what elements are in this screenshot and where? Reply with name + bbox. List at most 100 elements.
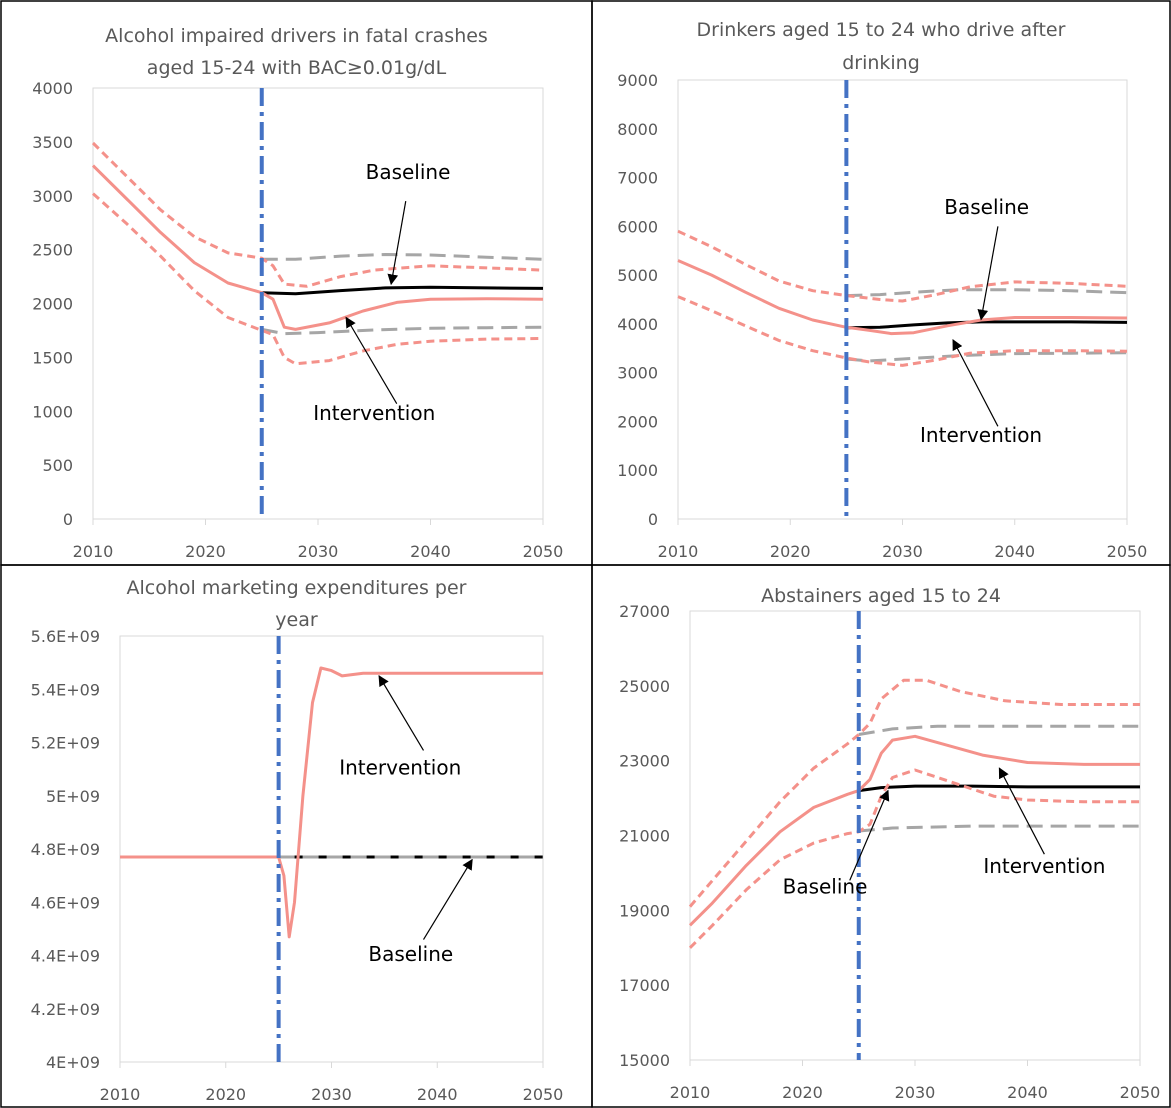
y-tick-label: 1000 bbox=[32, 402, 73, 421]
series-line-baseline bbox=[846, 320, 1128, 330]
chart-title: Alcohol impaired drivers in fatal crashe… bbox=[105, 25, 488, 47]
panel-border bbox=[0, 564, 593, 1108]
x-tick-label: 2040 bbox=[410, 542, 451, 561]
series-line-intervention bbox=[688, 734, 1140, 927]
chart-panel-abstainers: Abstainers aged 15 to 24 15000 17000 19000 2… bbox=[591, 564, 1171, 1108]
y-tick-label: 8000 bbox=[617, 120, 658, 139]
x-tick-label: 2010 bbox=[658, 542, 699, 561]
y-tick-label: 4.8E+09 bbox=[31, 840, 100, 859]
y-tick-label: 3000 bbox=[617, 364, 658, 383]
series-line-baseline bbox=[261, 285, 544, 296]
chart-title: drinking bbox=[842, 52, 920, 74]
y-tick-label: 1000 bbox=[617, 461, 658, 480]
y-tick-label: 9000 bbox=[617, 71, 658, 90]
series-line-intervention-band bbox=[677, 295, 1128, 367]
series-line-intervention-band bbox=[91, 141, 544, 288]
x-tick-label: 2030 bbox=[882, 542, 923, 561]
series-line-baseline-band bbox=[858, 824, 1140, 833]
series-line-intervention-band bbox=[677, 229, 1128, 303]
x-tick-label: 2010 bbox=[73, 542, 114, 561]
annotation-arrow bbox=[422, 858, 473, 940]
x-tick-label: 2020 bbox=[205, 1085, 246, 1104]
x-tick-label: 2040 bbox=[1007, 1083, 1048, 1102]
y-tick-label: 2000 bbox=[32, 295, 73, 314]
annotation-arrow bbox=[849, 789, 890, 881]
series-line-baseline bbox=[858, 784, 1140, 793]
series-line-baseline-band bbox=[846, 351, 1128, 363]
chart-title: Alcohol marketing expenditures per bbox=[127, 577, 467, 599]
y-tick-label: 4000 bbox=[32, 79, 73, 98]
x-tick-label: 2040 bbox=[994, 542, 1035, 561]
chart-panel-drivers-fatal-crashes: Alcohol impaired drivers in fatal crashe… bbox=[0, 0, 593, 566]
series-line-baseline-band bbox=[261, 253, 544, 261]
series-line-intervention-band bbox=[688, 768, 1140, 949]
y-tick-label: 5000 bbox=[617, 266, 658, 285]
x-tick-label: 2010 bbox=[670, 1083, 711, 1102]
y-tick-label: 5.4E+09 bbox=[31, 680, 100, 699]
plot-area bbox=[119, 635, 544, 1063]
plot-area bbox=[689, 610, 1141, 1061]
annotation-label: Intervention bbox=[339, 755, 461, 779]
y-tick-label: 4.2E+09 bbox=[31, 1000, 100, 1019]
annotation-label: Intervention bbox=[983, 854, 1105, 878]
y-tick-label: 5.2E+09 bbox=[31, 734, 100, 753]
x-tick-label: 2050 bbox=[523, 542, 564, 561]
x-tick-label: 2050 bbox=[1120, 1083, 1161, 1102]
y-tick-label: 21000 bbox=[619, 827, 670, 846]
chart-title: Abstainers aged 15 to 24 bbox=[761, 585, 1001, 607]
annotation-arrow bbox=[977, 226, 999, 321]
y-tick-label: 4E+09 bbox=[46, 1053, 100, 1072]
chart-title: aged 15-24 with BAC≥0.01g/dL bbox=[147, 57, 447, 79]
y-tick-label: 6000 bbox=[617, 217, 658, 236]
x-tick-label: 2020 bbox=[185, 542, 226, 561]
annotation-label: Intervention bbox=[313, 401, 435, 425]
annotation-label: Baseline bbox=[944, 195, 1029, 219]
series-line-baseline-band bbox=[846, 288, 1128, 298]
panel-border bbox=[0, 0, 593, 566]
y-tick-label: 0 bbox=[648, 510, 658, 529]
series-line-baseline-band bbox=[858, 724, 1140, 736]
y-tick-label: 2000 bbox=[617, 412, 658, 431]
y-tick-label: 4.4E+09 bbox=[31, 947, 100, 966]
y-tick-label: 1500 bbox=[32, 348, 73, 367]
y-tick-label: 5.6E+09 bbox=[31, 627, 100, 646]
series-line-intervention bbox=[91, 164, 544, 331]
annotation-label: Baseline bbox=[368, 942, 453, 966]
annotation-label: Baseline bbox=[783, 874, 868, 898]
series-line-intervention bbox=[677, 259, 1128, 336]
plot-area bbox=[92, 87, 544, 520]
panel-border bbox=[591, 564, 1171, 1108]
y-tick-label: 3000 bbox=[32, 187, 73, 206]
annotation-arrow bbox=[378, 675, 425, 751]
y-tick-label: 19000 bbox=[619, 901, 670, 920]
x-tick-label: 2050 bbox=[1107, 542, 1148, 561]
y-tick-label: 3500 bbox=[32, 133, 73, 152]
y-tick-label: 5E+09 bbox=[46, 787, 100, 806]
annotation-arrow bbox=[952, 339, 999, 427]
chart-panel-marketing-expenditures: Alcohol marketing expenditures per year 4E… bbox=[0, 564, 593, 1108]
y-tick-label: 25000 bbox=[619, 677, 670, 696]
y-tick-label: 7000 bbox=[617, 169, 658, 188]
series-line-intervention bbox=[120, 666, 543, 939]
series-line-baseline-band bbox=[261, 325, 544, 336]
x-tick-label: 2030 bbox=[298, 542, 339, 561]
x-tick-label: 2030 bbox=[895, 1083, 936, 1102]
annotation-arrow bbox=[998, 767, 1045, 855]
annotation-label: Baseline bbox=[366, 160, 451, 184]
x-tick-label: 2020 bbox=[782, 1083, 823, 1102]
y-tick-label: 27000 bbox=[619, 602, 670, 621]
chart-title: year bbox=[275, 609, 318, 631]
annotation-label: Intervention bbox=[920, 423, 1042, 447]
y-tick-label: 23000 bbox=[619, 752, 670, 771]
series-line-intervention-band bbox=[92, 192, 544, 366]
y-tick-label: 0 bbox=[63, 510, 73, 529]
x-tick-label: 2020 bbox=[770, 542, 811, 561]
annotation-arrow bbox=[387, 201, 407, 286]
y-tick-label: 500 bbox=[42, 456, 73, 475]
x-tick-label: 2030 bbox=[311, 1085, 352, 1104]
chart-panel-drink-driving: Drinkers aged 15 to 24 who drive after dr… bbox=[591, 0, 1171, 566]
y-tick-label: 4000 bbox=[617, 315, 658, 334]
y-tick-label: 2500 bbox=[32, 241, 73, 260]
y-tick-label: 15000 bbox=[619, 1051, 670, 1070]
